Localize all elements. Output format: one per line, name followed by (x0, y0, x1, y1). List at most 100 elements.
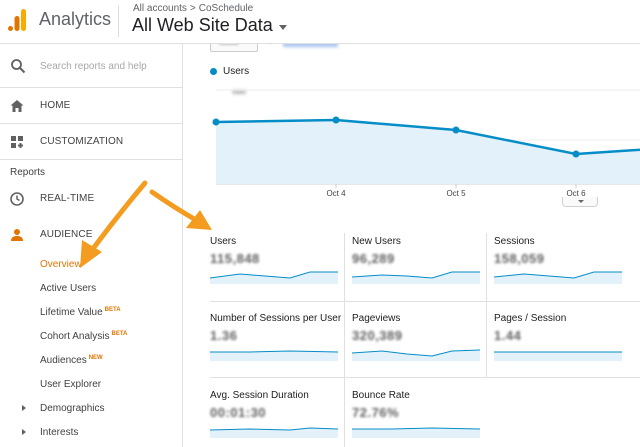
breadcrumb-all-accounts[interactable]: All accounts (133, 3, 187, 14)
sidebar-item-home[interactable]: HOME (0, 88, 183, 124)
sidebar-item-realtime[interactable]: REAL-TIME (0, 181, 183, 217)
sidebar-subitem-label: Demographics (40, 403, 105, 414)
sparkline (352, 349, 480, 361)
property-view-selector[interactable]: All Web Site Data (132, 15, 287, 36)
metric-value: 72.76% (352, 405, 400, 420)
sidebar-subitem-label: Interests (40, 427, 79, 438)
sidebar-subitem-label: Lifetime Value (40, 307, 103, 318)
metric-label: Pageviews (352, 313, 401, 324)
segment-selector-text (219, 44, 239, 45)
metric-sessions-per-user[interactable]: Number of Sessions per User 1.36 (210, 313, 342, 383)
sidebar-item-label: HOME (40, 100, 71, 111)
x-tick-label: Oct 5 (446, 189, 466, 198)
sidebar-item-overview[interactable]: Overview (40, 259, 82, 270)
sidebar-item-customization[interactable]: CUSTOMIZATION (0, 124, 183, 160)
sidebar-item-label: CUSTOMIZATION (40, 136, 124, 147)
metric-value: 1.44 (494, 328, 522, 343)
beta-badge: BETA (104, 307, 121, 313)
metric-label: Sessions (494, 236, 535, 247)
sidebar-item-lifetime-value[interactable]: Lifetime Value BETA (40, 307, 121, 318)
caret-down-icon (278, 24, 287, 30)
sidebar-search (0, 44, 183, 88)
select-metric-link[interactable] (283, 44, 338, 47)
x-tick-label: Oct 6 (566, 189, 586, 198)
metric-col-divider (344, 233, 345, 447)
metric-label: New Users (352, 236, 401, 247)
sparkline (210, 271, 338, 284)
metric-avg-session-duration[interactable]: Avg. Session Duration 00:01:30 (210, 390, 342, 447)
metric-pages-per-session[interactable]: Pages / Session 1.44 (494, 313, 626, 383)
sidebar-item-label: AUDIENCE (40, 229, 93, 240)
data-point-oct-5 (452, 126, 460, 134)
sparkline (210, 350, 338, 361)
new-badge: NEW (88, 355, 103, 361)
metric-label: Users (210, 236, 237, 247)
chart-legend[interactable]: Users (210, 66, 249, 77)
sparkline (494, 351, 622, 361)
search-input[interactable] (40, 57, 175, 75)
metric-value: 115,848 (210, 251, 260, 266)
sidebar-subitem-label: Active Users (40, 283, 97, 294)
sidebar-item-cohort-analysis[interactable]: Cohort Analysis BETA (40, 331, 127, 342)
data-point-oct-3 (212, 118, 220, 126)
metric-sessions[interactable]: Sessions 158,059 (494, 236, 626, 306)
sidebar-item-interests[interactable]: Interests (40, 427, 78, 438)
legend-dot-icon (210, 68, 217, 75)
series-area-users (216, 120, 640, 184)
app-title: Analytics (39, 9, 112, 29)
sidebar-item-demographics[interactable]: Demographics (40, 403, 104, 414)
metric-col-divider (486, 233, 487, 377)
metric-label: Pages / Session (494, 313, 567, 324)
sidebar-item-user-explorer[interactable]: User Explorer (40, 379, 101, 390)
sparkline (352, 427, 480, 438)
sidebar-subitem-label: Audiences (40, 355, 87, 366)
clock-icon (10, 192, 24, 206)
users-line-chart[interactable]: Oct 4 Oct 5 Oct 6 (184, 44, 640, 204)
sparkline (210, 427, 338, 438)
header-divider (118, 5, 119, 37)
breadcrumb-separator: > (189, 3, 196, 14)
sidebar: HOME CUSTOMIZATION Reports REAL-TIME AUD… (0, 44, 183, 447)
sidebar-subitem-label: User Explorer (40, 379, 102, 390)
breadcrumb: All accounts > CoSchedule (133, 3, 253, 14)
search-icon (11, 59, 26, 74)
sidebar-item-active-users[interactable]: Active Users (40, 283, 96, 294)
data-point-oct-6 (572, 150, 580, 158)
app-header: Analytics All accounts > CoSchedule All … (0, 0, 640, 44)
expand-triangle-icon[interactable] (22, 405, 26, 411)
metric-value: 320,389 (352, 328, 403, 343)
metric-label: Number of Sessions per User (210, 313, 342, 324)
sparkline (352, 271, 480, 284)
reports-section-label: Reports (10, 167, 46, 178)
breadcrumb-account[interactable]: CoSchedule (198, 3, 254, 14)
metric-pageviews[interactable]: Pageviews 320,389 (352, 313, 484, 383)
chevron-down-icon (578, 200, 584, 203)
metric-bounce-rate[interactable]: Bounce Rate 72.76% (352, 390, 484, 447)
metric-label: Bounce Rate (352, 390, 410, 401)
add-segment-link[interactable]: + (268, 44, 273, 47)
customization-icon (11, 136, 23, 148)
chart-collapse-tab[interactable] (562, 197, 598, 207)
home-icon (10, 100, 24, 112)
metric-new-users[interactable]: New Users 96,289 (352, 236, 484, 306)
data-point-oct-4 (332, 116, 340, 124)
metric-row-divider (210, 377, 640, 378)
legend-label: Users (223, 66, 250, 77)
segment-selector[interactable] (210, 44, 258, 52)
x-tick-label: Oct 4 (326, 189, 346, 198)
expand-triangle-icon[interactable] (22, 429, 26, 435)
sidebar-item-audience[interactable]: AUDIENCE (0, 217, 183, 253)
metric-row-divider (210, 301, 640, 302)
beta-badge: BETA (111, 331, 128, 337)
sparkline (494, 271, 622, 284)
sidebar-subitem-label: Overview (40, 259, 82, 270)
sidebar-subitem-label: Cohort Analysis (40, 331, 110, 342)
sidebar-item-audiences[interactable]: Audiences NEW (40, 355, 103, 366)
metric-label: Avg. Session Duration (210, 390, 309, 401)
sidebar-item-label: REAL-TIME (40, 193, 95, 204)
metric-users[interactable]: Users 115,848 (210, 236, 342, 306)
property-view-label: All Web Site Data (132, 15, 273, 35)
metric-value: 1.36 (210, 328, 238, 343)
metric-value: 96,289 (352, 251, 395, 266)
metric-value: 158,059 (494, 251, 545, 266)
